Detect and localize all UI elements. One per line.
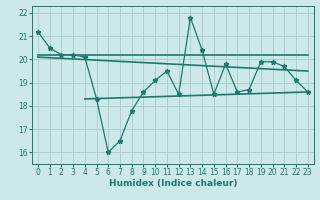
X-axis label: Humidex (Indice chaleur): Humidex (Indice chaleur) bbox=[108, 179, 237, 188]
